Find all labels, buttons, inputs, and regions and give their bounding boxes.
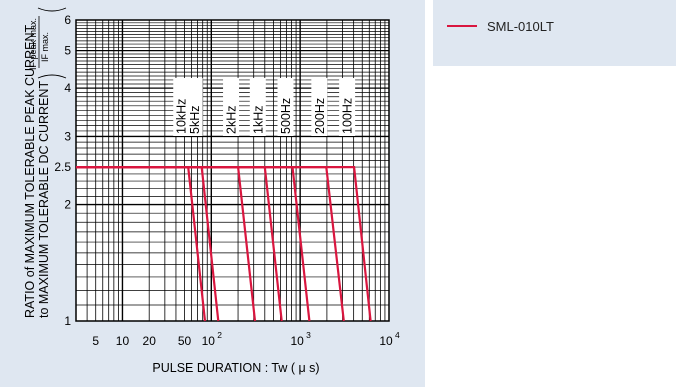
fraction-paren-bottom (37, 74, 67, 79)
x-tick-exponent: 4 (395, 330, 400, 340)
x-tick-exponent: 3 (306, 330, 311, 340)
legend-swatch (447, 25, 477, 27)
y-axis-title-line2: to MAXIMUM TOLERABLE DC CURRENT (37, 81, 51, 318)
y-tick-label: 2.5 (54, 160, 71, 174)
frequency-label: 200Hz (313, 98, 327, 134)
x-tick-label: 50 (178, 334, 192, 348)
y-fraction-numerator: IF peak max. (28, 18, 38, 70)
frequency-label: 100Hz (341, 98, 355, 134)
x-axis-title: PULSE DURATION : Tw ( μ s) (152, 361, 319, 375)
fraction-paren-top (37, 7, 67, 12)
x-tick-label: 20 (143, 334, 157, 348)
legend-label: SML-010LT (487, 18, 554, 34)
frequency-label-bg (277, 78, 294, 136)
frequency-label: 5kHz (188, 106, 202, 134)
x-tick-label: 10 (202, 334, 216, 348)
y-fraction-denominator: IF max. (40, 32, 50, 62)
plot-area (76, 20, 389, 321)
frequency-label-bg (173, 78, 190, 136)
frequency-label-bg (223, 78, 240, 136)
x-tick-label: 10 (290, 334, 304, 348)
frequency-label: 10kHz (175, 99, 189, 134)
frequency-label-bg (339, 78, 356, 136)
frequency-label-bg (311, 78, 328, 136)
y-axis-title-line1: RATIO of MAXIMUM TOLERABLE PEAK CURRENT (23, 25, 37, 318)
plot-frame (75, 19, 390, 322)
x-tick-exponent: 2 (217, 330, 222, 340)
y-tick-label: 6 (64, 13, 71, 27)
y-tick-label: 2 (64, 198, 71, 212)
x-tick-label: 5 (92, 334, 99, 348)
legend: SML-010LT (447, 14, 554, 38)
legend-panel (433, 0, 676, 66)
x-tick-label: 10 (116, 334, 130, 348)
curve-100Hz (76, 166, 372, 322)
frequency-label: 500Hz (279, 98, 293, 134)
y-tick-label: 1 (64, 314, 71, 328)
y-tick-label: 4 (64, 81, 71, 95)
y-tick-label: 5 (64, 44, 71, 58)
frequency-label: 2kHz (225, 106, 239, 134)
frequency-label-bg (249, 78, 266, 136)
x-tick-label: 10 (379, 334, 393, 348)
y-tick-label: 3 (64, 129, 71, 143)
frequency-label: 1kHz (251, 106, 265, 134)
frequency-label-bg (186, 78, 203, 136)
